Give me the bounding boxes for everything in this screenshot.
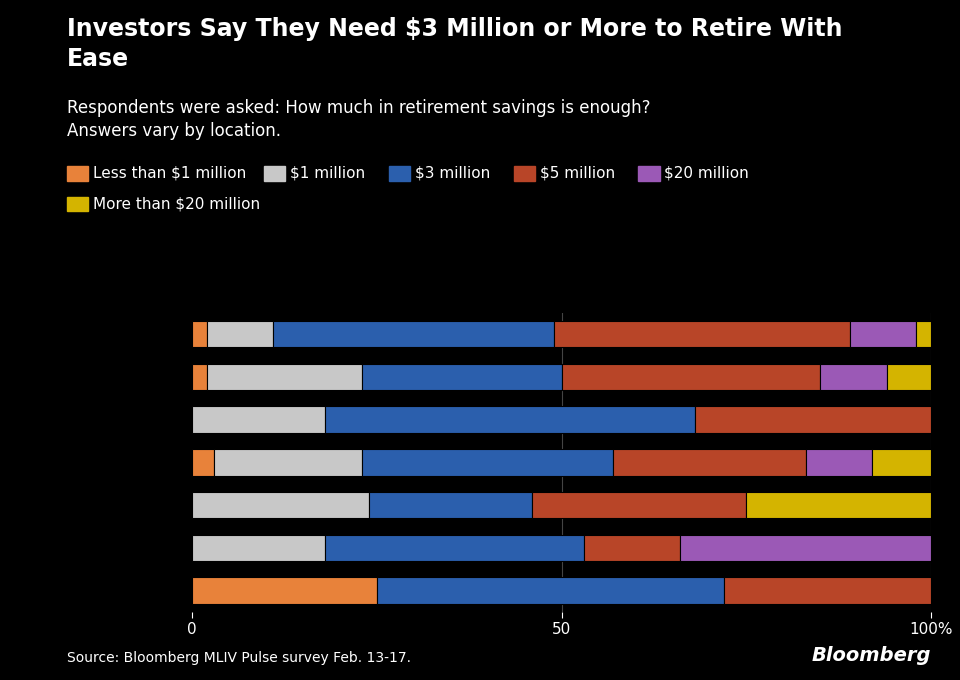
Bar <box>917 321 931 347</box>
Bar <box>325 534 584 561</box>
Bar <box>192 492 370 518</box>
Bar <box>192 321 206 347</box>
Text: $3 million: $3 million <box>415 166 490 181</box>
Bar <box>747 492 931 518</box>
Bar <box>532 492 746 518</box>
Bar <box>362 364 562 390</box>
Text: Respondents were asked: How much in retirement savings is enough?
Answers vary b: Respondents were asked: How much in reti… <box>67 99 651 140</box>
Text: Source: Bloomberg MLIV Pulse survey Feb. 13-17.: Source: Bloomberg MLIV Pulse survey Feb.… <box>67 651 411 665</box>
Bar <box>192 577 376 604</box>
Bar <box>206 364 362 390</box>
Bar <box>887 364 931 390</box>
Bar <box>206 321 274 347</box>
Text: Investors Say They Need $3 Million or More to Retire With
Ease: Investors Say They Need $3 Million or Mo… <box>67 17 843 71</box>
Bar <box>192 449 214 475</box>
Bar <box>805 449 872 475</box>
Text: $20 million: $20 million <box>664 166 749 181</box>
Text: Bloomberg: Bloomberg <box>812 646 931 665</box>
Bar <box>192 407 325 433</box>
Bar <box>820 364 887 390</box>
Bar <box>695 407 931 433</box>
Bar <box>872 449 931 475</box>
Bar <box>325 407 695 433</box>
Bar <box>192 364 206 390</box>
Bar <box>192 534 325 561</box>
Bar <box>680 534 931 561</box>
Bar <box>584 534 680 561</box>
Bar <box>214 449 362 475</box>
Text: $5 million: $5 million <box>540 166 614 181</box>
Bar <box>554 321 850 347</box>
Bar <box>370 492 532 518</box>
Bar <box>562 364 820 390</box>
Bar <box>724 577 931 604</box>
Text: Less than $1 million: Less than $1 million <box>93 166 247 181</box>
Bar <box>376 577 724 604</box>
Bar <box>850 321 917 347</box>
Bar <box>274 321 554 347</box>
Bar <box>613 449 805 475</box>
Text: More than $20 million: More than $20 million <box>93 197 260 211</box>
Text: $1 million: $1 million <box>290 166 365 181</box>
Bar <box>362 449 613 475</box>
